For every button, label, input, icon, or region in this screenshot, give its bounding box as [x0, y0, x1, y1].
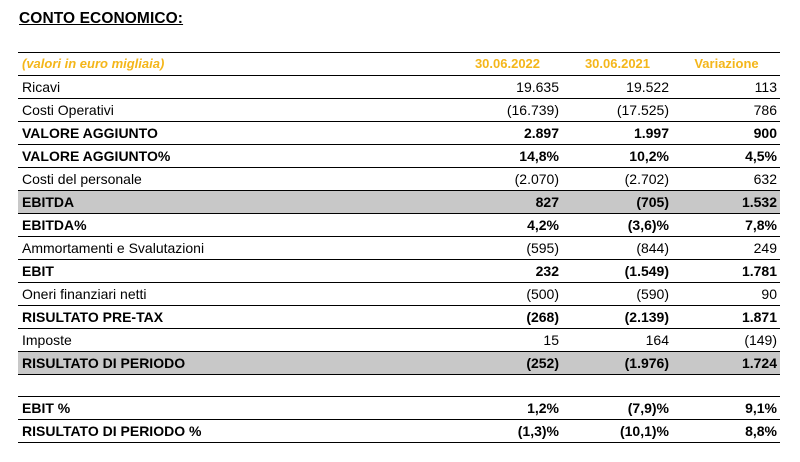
cell-2022: (2.070) — [452, 167, 562, 191]
cell-2021: 1.997 — [562, 121, 672, 145]
cell-variation: 632 — [672, 167, 780, 191]
table-header-row: (valori in euro migliaia) 30.06.2022 30.… — [18, 52, 780, 76]
cell-variation: 4,5% — [672, 144, 780, 168]
cell-2021: (705) — [562, 190, 672, 214]
table-row-imposte: Imposte 15 164 (149) — [18, 328, 780, 352]
cell-2021: (2.139) — [562, 305, 672, 329]
cell-variation: 1.781 — [672, 259, 780, 283]
column-header-2021: 30.06.2021 — [562, 52, 672, 76]
row-label: RISULTATO PRE-TAX — [18, 305, 452, 329]
cell-2022: 19.635 — [452, 75, 562, 99]
cell-2022: (268) — [452, 305, 562, 329]
row-label: EBITDA% — [18, 213, 452, 237]
cell-2022: 2.897 — [452, 121, 562, 145]
row-label: RISULTATO DI PERIODO % — [18, 419, 452, 443]
cell-2021: 19.522 — [562, 75, 672, 99]
row-label: Oneri finanziari netti — [18, 282, 452, 306]
row-label: Ricavi — [18, 75, 452, 99]
table-row-ebit: EBIT 232 (1.549) 1.781 — [18, 259, 780, 283]
row-label: VALORE AGGIUNTO — [18, 121, 452, 145]
cell-2021: (1.549) — [562, 259, 672, 283]
table-row-ricavi: Ricavi 19.635 19.522 113 — [18, 75, 780, 99]
cell-2022: 232 — [452, 259, 562, 283]
column-header-variation: Variazione — [672, 52, 780, 76]
table-row-ebitda-pct: EBITDA% 4,2% (3,6)% 7,8% — [18, 213, 780, 237]
table-row-ammortamenti: Ammortamenti e Svalutazioni (595) (844) … — [18, 236, 780, 260]
cell-2021: (10,1)% — [562, 419, 672, 443]
cell-variation: 1.724 — [672, 351, 780, 375]
cell-2021: (17.525) — [562, 98, 672, 122]
cell-2022: (595) — [452, 236, 562, 260]
cell-2021: (3,6)% — [562, 213, 672, 237]
row-label: EBITDA — [18, 190, 452, 214]
table-row-valore-aggiunto-pct: VALORE AGGIUNTO% 14,8% 10,2% 4,5% — [18, 144, 780, 168]
cell-2022: 15 — [452, 328, 562, 352]
row-label: EBIT % — [18, 396, 452, 420]
cell-2021: (590) — [562, 282, 672, 306]
cell-2022: 1,2% — [452, 396, 562, 420]
table-row-costi-operativi: Costi Operativi (16.739) (17.525) 786 — [18, 98, 780, 122]
units-note: (valori in euro migliaia) — [18, 52, 452, 76]
cell-variation: 1.871 — [672, 305, 780, 329]
spacer-row — [18, 374, 780, 397]
cell-variation: (149) — [672, 328, 780, 352]
cell-2022: (252) — [452, 351, 562, 375]
cell-2022: (500) — [452, 282, 562, 306]
cell-2021: 164 — [562, 328, 672, 352]
table-row-ebit-pct: EBIT % 1,2% (7,9)% 9,1% — [18, 396, 780, 420]
cell-variation: 9,1% — [672, 396, 780, 420]
cell-variation: 1.532 — [672, 190, 780, 214]
table-row-oneri-finanziari: Oneri finanziari netti (500) (590) 90 — [18, 282, 780, 306]
cell-variation: 249 — [672, 236, 780, 260]
table-row-ebitda: EBITDA 827 (705) 1.532 — [18, 190, 780, 214]
cell-variation: 900 — [672, 121, 780, 145]
cell-2021: (1.976) — [562, 351, 672, 375]
table-row-risultato-periodo: RISULTATO DI PERIODO (252) (1.976) 1.724 — [18, 351, 780, 375]
row-label: VALORE AGGIUNTO% — [18, 144, 452, 168]
cell-2022: (16.739) — [452, 98, 562, 122]
table-row-costi-personale: Costi del personale (2.070) (2.702) 632 — [18, 167, 780, 191]
cell-variation: 786 — [672, 98, 780, 122]
cell-2021: (7,9)% — [562, 396, 672, 420]
table-row-valore-aggiunto: VALORE AGGIUNTO 2.897 1.997 900 — [18, 121, 780, 145]
table-row-risultato-pre-tax: RISULTATO PRE-TAX (268) (2.139) 1.871 — [18, 305, 780, 329]
cell-2021: (2.702) — [562, 167, 672, 191]
cell-2022: (1,3)% — [452, 419, 562, 443]
row-label: EBIT — [18, 259, 452, 283]
cell-variation: 113 — [672, 75, 780, 99]
row-label: RISULTATO DI PERIODO — [18, 351, 452, 375]
column-header-2022: 30.06.2022 — [452, 52, 562, 76]
row-label: Costi Operativi — [18, 98, 452, 122]
income-statement-table: (valori in euro migliaia) 30.06.2022 30.… — [18, 52, 780, 443]
cell-variation: 90 — [672, 282, 780, 306]
cell-2021: 10,2% — [562, 144, 672, 168]
cell-2022: 4,2% — [452, 213, 562, 237]
cell-variation: 7,8% — [672, 213, 780, 237]
row-label: Ammortamenti e Svalutazioni — [18, 236, 452, 260]
table-row-risultato-periodo-pct: RISULTATO DI PERIODO % (1,3)% (10,1)% 8,… — [18, 419, 780, 443]
cell-2022: 827 — [452, 190, 562, 214]
row-label: Imposte — [18, 328, 452, 352]
cell-2021: (844) — [562, 236, 672, 260]
page-title: CONTO ECONOMICO: — [19, 10, 184, 27]
cell-2022: 14,8% — [452, 144, 562, 168]
row-label: Costi del personale — [18, 167, 452, 191]
cell-variation: 8,8% — [672, 419, 780, 443]
